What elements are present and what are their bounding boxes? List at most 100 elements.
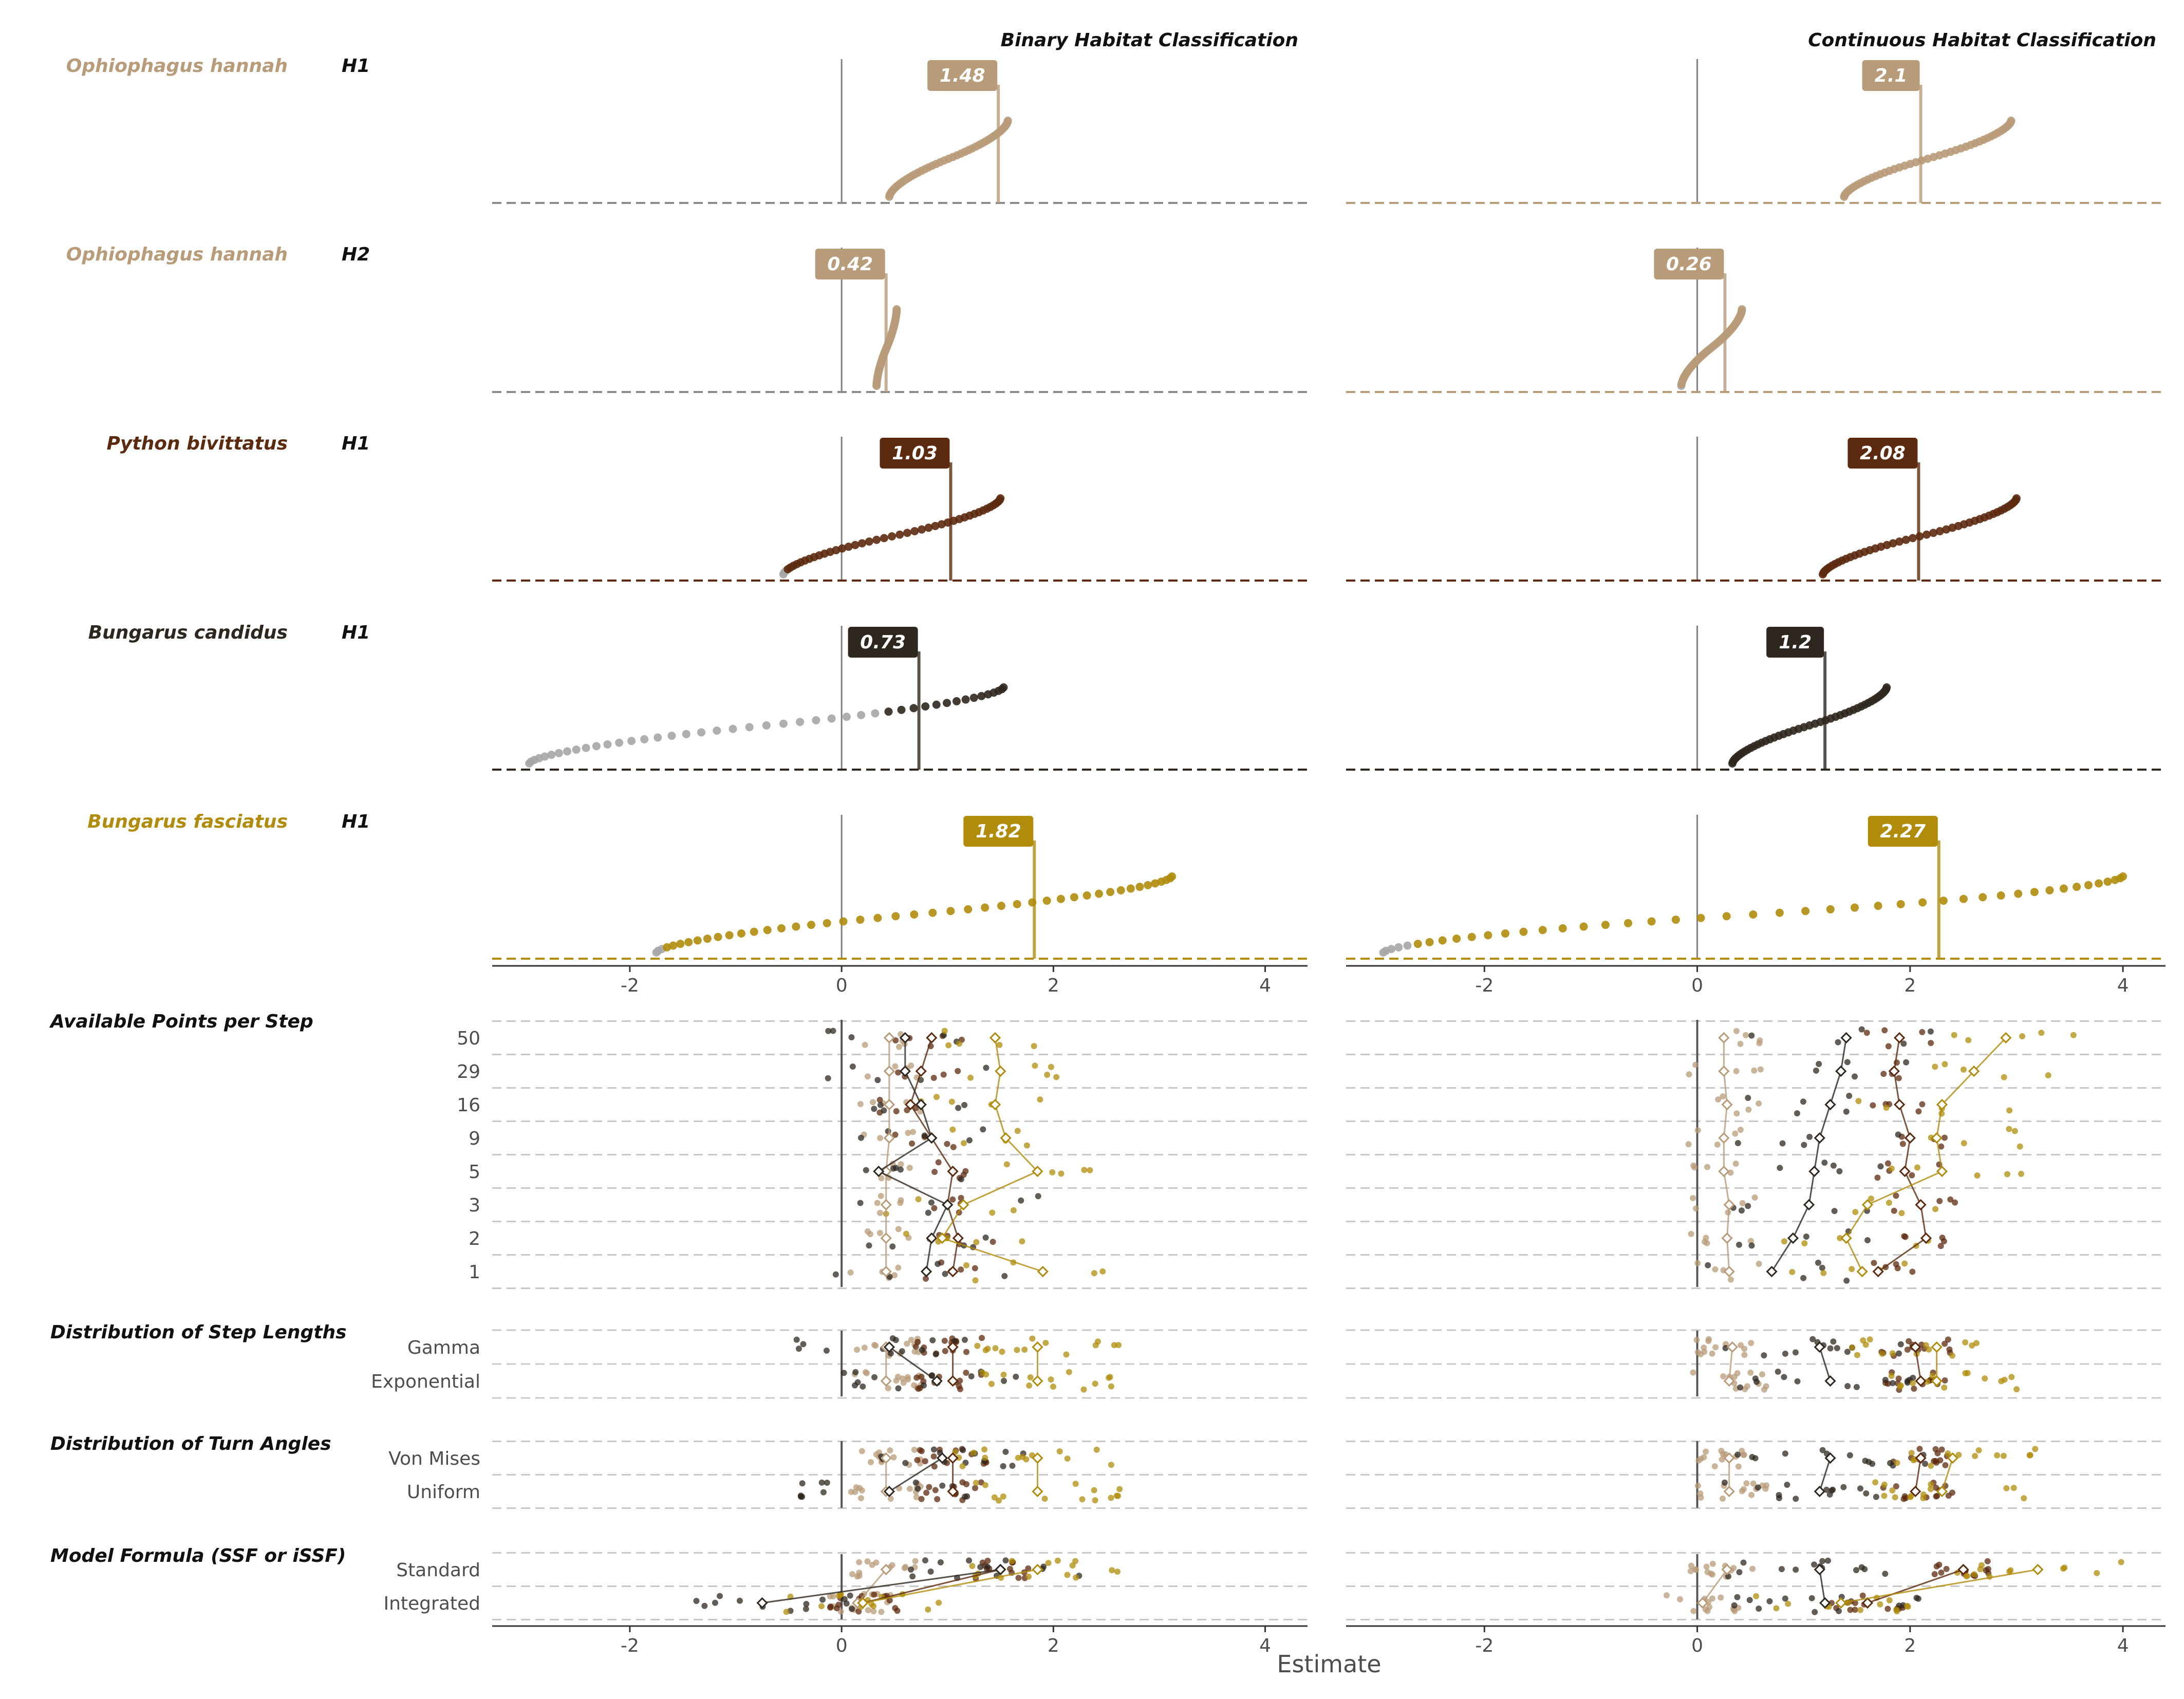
estimate-point [856, 1485, 863, 1491]
mean-diamond [926, 1032, 938, 1044]
estimate-point [1703, 1235, 1709, 1241]
estimate-point [970, 1449, 977, 1456]
estimate-point [912, 1479, 919, 1486]
mean-diamond [883, 1098, 895, 1111]
estimate-point [1819, 1264, 1825, 1271]
median-label: 2.08 [1847, 438, 1918, 469]
mean-line [889, 1346, 938, 1382]
estimate-point [1836, 1168, 1843, 1174]
estimate-point [1056, 894, 1065, 903]
estimate-point [1893, 1261, 1899, 1267]
estimate-point [1740, 1451, 1747, 1458]
tick-label: 4 [2117, 1635, 2129, 1656]
estimate-point [966, 1137, 973, 1144]
estimate-point [1943, 1565, 1950, 1572]
estimate-point [871, 1591, 878, 1598]
estimate-point [952, 697, 961, 705]
mean-diamond [1910, 1485, 1921, 1498]
mean-diamond [947, 1265, 959, 1278]
estimate-point [1743, 1032, 1749, 1038]
estimate-point [1909, 1268, 1916, 1275]
estimate-point [1049, 1169, 1056, 1175]
estimate-point [909, 704, 918, 713]
estimate-point [962, 1493, 968, 1500]
estimate-point [1738, 305, 1746, 313]
estimate-point [693, 936, 702, 945]
estimate-point [1711, 1463, 1718, 1470]
estimate-point [990, 1239, 996, 1245]
factor-title: Distribution of Turn Angles [50, 1433, 331, 1454]
species-label: Ophiophagus hannah [66, 55, 288, 77]
mean-line [1845, 1037, 2007, 1272]
factor-panel-3: Model Formula (SSF or iSSF) Standard Integ… [50, 1545, 2166, 1620]
curve-panel-binary: 1.82 [492, 815, 1308, 960]
mean-diamond [1856, 1265, 1868, 1278]
estimate-point [615, 738, 624, 747]
estimate-point [1009, 1558, 1015, 1564]
mean-diamond [1894, 1098, 1906, 1111]
estimate-point [1387, 945, 1396, 954]
estimate-point [1002, 1448, 1009, 1455]
level-label: 2 [469, 1228, 480, 1249]
estimate-point [572, 745, 581, 754]
estimate-point [977, 692, 986, 700]
estimate-point [2018, 1170, 2025, 1177]
estimate-point [1727, 1276, 1734, 1283]
estimate-point [1922, 1342, 1929, 1349]
mean-line [863, 1569, 1038, 1604]
estimate-point [999, 1349, 1005, 1355]
estimate-point [1883, 1105, 1890, 1111]
estimate-point [1811, 1561, 1818, 1568]
estimate-point [857, 1200, 864, 1206]
estimate-point [1697, 1351, 1704, 1357]
estimate-point [838, 544, 847, 553]
estimate-point [934, 1496, 941, 1503]
estimate-point [942, 1271, 948, 1277]
estimate-point [972, 1485, 978, 1491]
estimate-point [1801, 1142, 1807, 1148]
curve-row-0: Ophiophagus hannah H1 1.48 2.1 [66, 55, 2166, 204]
estimate-point [856, 1559, 863, 1565]
mean-diamond [926, 1232, 938, 1244]
estimate-point [1815, 1259, 1822, 1266]
median-label-text: 2.27 [1880, 821, 1926, 842]
estimate-point [885, 1385, 891, 1392]
estimate-point [1425, 938, 1434, 946]
estimate-point [941, 1337, 948, 1344]
estimate-point [800, 1341, 807, 1348]
estimate-point [1009, 1462, 1016, 1469]
estimate-point [958, 1176, 964, 1183]
estimate-point [1824, 1557, 1831, 1564]
estimate-point [1789, 1268, 1796, 1275]
estimate-point [844, 543, 853, 551]
factor-means_binary [492, 1020, 1308, 1289]
estimate-point [2030, 888, 2039, 897]
level-label: Integrated [383, 1593, 480, 1614]
estimate-point [1733, 1110, 1740, 1117]
estimate-point [913, 1374, 920, 1381]
estimate-point [1108, 1383, 1114, 1390]
estimate-point [1901, 1233, 1908, 1240]
mean-line [1914, 1458, 1922, 1492]
estimate-point [1484, 931, 1492, 940]
estimate-point [750, 927, 758, 936]
estimate-point [1903, 1059, 1910, 1066]
estimate-point [1882, 683, 1891, 692]
mean-diamond [880, 1265, 892, 1278]
estimate-point [1806, 1133, 1813, 1140]
factor-title: Distribution of Step Lengths [50, 1322, 347, 1343]
estimate-point [2011, 1128, 2018, 1134]
mean-diamond [1819, 1597, 1831, 1609]
estimate-point [1720, 1495, 1726, 1502]
tick-label: -2 [1475, 1635, 1494, 1656]
estimate-point [2032, 1446, 2039, 1452]
estimate-point [1934, 1492, 1940, 1499]
estimate-point [858, 1448, 865, 1454]
estimate-point [1908, 1450, 1915, 1457]
estimate-point [1757, 1066, 1764, 1073]
estimate-point [1735, 1463, 1742, 1470]
estimate-point [925, 1606, 931, 1613]
mean-diamond [883, 1032, 895, 1044]
estimate-point [1023, 1456, 1030, 1463]
median-label-text: 1.03 [892, 443, 938, 464]
